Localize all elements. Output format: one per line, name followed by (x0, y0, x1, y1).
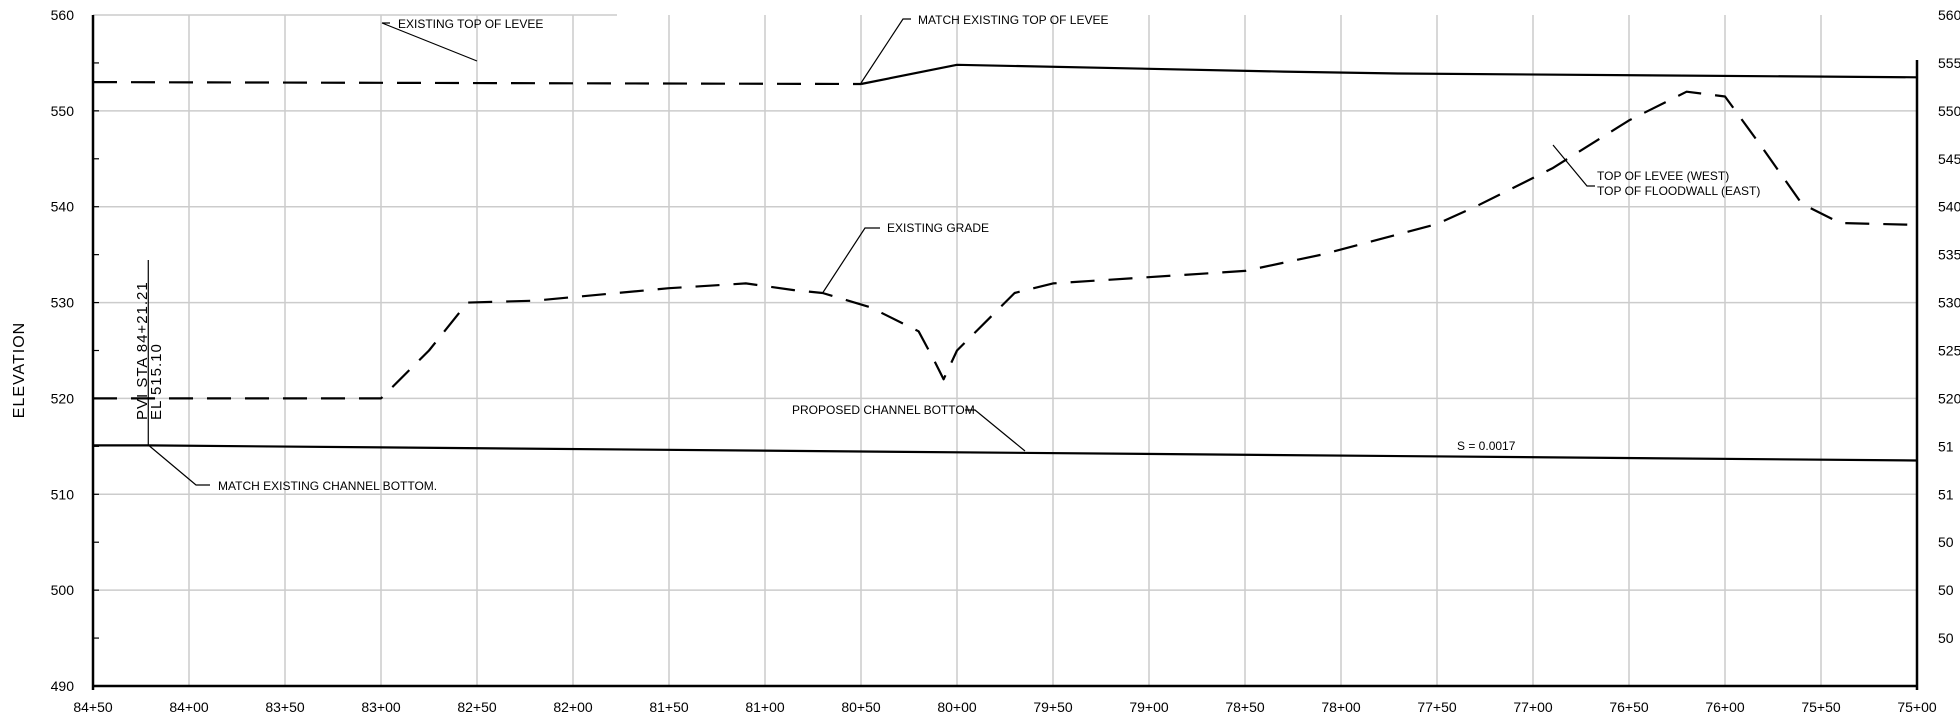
annotation-pvi-sta-84-21-21: PVI STA 84+21.21 (134, 281, 151, 420)
grid-layer (93, 14, 1917, 686)
x-tick-label: 76+00 (1705, 699, 1745, 715)
series-layer (92, 63, 1918, 462)
right-tick-label: 50 (1938, 534, 1954, 550)
y-tick-label: 510 (51, 486, 75, 502)
y-tick-label: 540 (51, 199, 75, 215)
y-axis-label: ELEVATION (11, 322, 28, 418)
x-tick-label: 81+00 (745, 699, 785, 715)
annotation-layer: EXISTING TOP OF LEVEE MATCH EXISTING TOP … (134, 13, 1760, 493)
annotation-top-of-levee-west: TOP OF LEVEE (WEST) (1597, 169, 1729, 183)
right-tick-label: 555 (1938, 55, 1960, 71)
annotation-leader (1552, 144, 1595, 187)
annotation-s-0-0017: S = 0.0017 (1457, 439, 1516, 453)
x-tick-label: 76+50 (1609, 699, 1649, 715)
annotation-proposed-channel-bottom: PROPOSED CHANNEL BOTTOM (792, 403, 975, 417)
right-tick-label: 520 (1938, 390, 1960, 406)
top-of-levee-west-top-of-floodwall-east-line (860, 63, 1918, 86)
annotation-leader (860, 18, 911, 84)
annotation-existing-grade: EXISTING GRADE (887, 221, 989, 235)
x-tick-label: 79+00 (1129, 699, 1169, 715)
annotation-existing-top-of-levee: EXISTING TOP OF LEVEE (398, 17, 543, 31)
annotation-leader (965, 409, 1026, 452)
annotation-el-515-10: EL 515.10 (148, 343, 165, 420)
x-tick-label: 75+50 (1801, 699, 1841, 715)
x-tick-label: 81+50 (649, 699, 689, 715)
x-tick-label: 78+00 (1321, 699, 1361, 715)
x-tick-label: 84+00 (169, 699, 209, 715)
x-tick-label: 77+50 (1417, 699, 1457, 715)
right-tick-label: 540 (1938, 199, 1960, 215)
annotation-match-existing-channel-bottom: MATCH EXISTING CHANNEL BOTTOM. (218, 479, 437, 493)
y-tick-label: 490 (51, 678, 75, 694)
x-tick-label: 82+50 (457, 699, 497, 715)
x-tick-label: 82+00 (553, 699, 593, 715)
x-tick-label: 77+00 (1513, 699, 1553, 715)
annotation-leader (381, 22, 478, 62)
right-tick-label: 535 (1938, 247, 1960, 263)
right-tick-label: 51 (1938, 438, 1954, 454)
right-tick-label: 50 (1938, 582, 1954, 598)
proposed-channel-bottom-line (93, 444, 1918, 462)
right-tick-label: 50 (1938, 630, 1954, 646)
right-tick-label: 550 (1938, 103, 1960, 119)
x-tick-label: 79+50 (1033, 699, 1073, 715)
annotation-leader (822, 227, 880, 294)
x-tick-label: 83+50 (265, 699, 305, 715)
right-tick-label: 545 (1938, 151, 1960, 167)
existing-top-of-levee-line (92, 81, 862, 86)
right-tick-label: 51 (1938, 486, 1954, 502)
right-tick-label: 525 (1938, 343, 1960, 359)
existing-grade-line (93, 90, 1918, 400)
x-tick-label: 80+00 (937, 699, 977, 715)
x-tick-label: 80+50 (841, 699, 881, 715)
y-tick-label: 530 (51, 295, 75, 311)
y-tick-label: 520 (51, 390, 75, 406)
axes-layer: 84+50 84+00 83+50 83+00 82+50 82+00 81+50 81+00… (51, 7, 1960, 715)
y-tick-label: 500 (51, 582, 75, 598)
y-tick-label: 560 (51, 7, 75, 23)
y-tick-label: 550 (51, 103, 75, 119)
x-tick-label: 78+50 (1225, 699, 1265, 715)
right-tick-label: 530 (1938, 295, 1960, 311)
x-tick-label: 84+50 (73, 699, 113, 715)
annotation-top-of-floodwall-east: TOP OF FLOODWALL (EAST) (1597, 184, 1760, 198)
x-tick-label: 75+00 (1897, 699, 1937, 715)
annotation-match-existing-top-of-levee: MATCH EXISTING TOP OF LEVEE (918, 13, 1109, 27)
right-tick-label: 560 (1938, 7, 1960, 23)
annotation-leader (147, 444, 210, 486)
x-tick-label: 83+00 (361, 699, 401, 715)
